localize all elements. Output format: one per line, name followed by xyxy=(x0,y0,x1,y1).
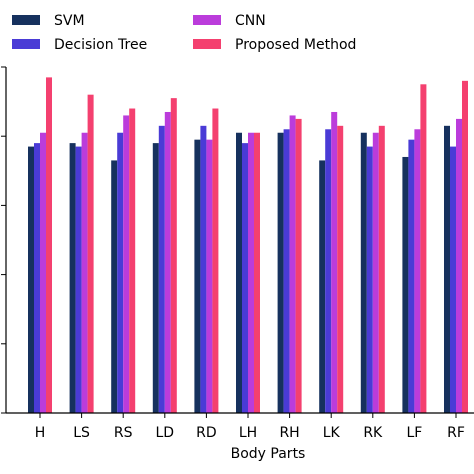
legend: SVM Decision Tree CNN Proposed Method xyxy=(12,13,356,53)
bar-rs-proposed-method xyxy=(129,108,136,414)
bar-rk-proposed-method xyxy=(378,125,385,413)
bar-rd-proposed-method xyxy=(212,108,219,414)
bar-ls-decision-tree xyxy=(75,146,82,413)
bar-ld-decision-tree xyxy=(158,125,165,413)
bar-lh-proposed-method xyxy=(254,132,260,414)
legend-label-cnn: CNN xyxy=(235,13,266,29)
bar-rf-svm xyxy=(444,125,450,413)
bar-rs-decision-tree xyxy=(117,132,124,414)
x-tick-label-rk: RK xyxy=(363,425,383,441)
x-tick-label-rs: RS xyxy=(114,425,133,441)
bar-rf-cnn xyxy=(456,118,462,414)
bar-lk-proposed-method xyxy=(337,125,344,413)
x-tick-label-ls: LS xyxy=(73,425,90,441)
axes xyxy=(5,67,474,414)
legend-label-proposed-method: Proposed Method xyxy=(235,37,356,53)
bar-rd-decision-tree xyxy=(200,125,207,413)
bar-ld-svm xyxy=(152,143,159,413)
x-tick-label-lf: LF xyxy=(406,425,422,441)
legend-swatch-svm xyxy=(12,15,40,25)
x-tick-label-rf: RF xyxy=(447,425,465,441)
bar-rk-decision-tree xyxy=(366,146,373,413)
x-tick-label-lh: LH xyxy=(239,425,257,441)
bar-lh-cnn xyxy=(248,132,254,414)
bar-rs-svm xyxy=(111,160,118,413)
bar-ld-proposed-method xyxy=(170,98,177,413)
bar-rd-cnn xyxy=(206,139,213,413)
x-tick-label-rd: RD xyxy=(196,425,217,441)
bar-ls-cnn xyxy=(81,132,88,414)
bar-ls-proposed-method xyxy=(87,94,94,414)
bar-lf-decision-tree xyxy=(408,139,415,413)
bar-ld-cnn xyxy=(164,111,171,413)
bar-lk-cnn xyxy=(331,111,338,413)
bar-rk-svm xyxy=(360,132,367,414)
bar-lh-decision-tree xyxy=(242,143,248,413)
x-tick-label-lk: LK xyxy=(323,425,341,441)
bar-h-svm xyxy=(28,146,34,413)
legend-label-decision-tree: Decision Tree xyxy=(54,37,147,53)
bars-group xyxy=(28,77,468,414)
bar-rh-cnn xyxy=(289,115,296,413)
bar-h-proposed-method xyxy=(46,77,52,413)
bar-rf-proposed-method xyxy=(462,80,468,413)
x-axis-label: Body Parts xyxy=(231,446,306,462)
y-ticks xyxy=(1,66,6,414)
bar-rh-svm xyxy=(277,132,284,414)
bar-lf-proposed-method xyxy=(420,84,427,414)
bar-h-cnn xyxy=(40,132,46,414)
bar-rh-proposed-method xyxy=(295,118,302,414)
bar-rh-decision-tree xyxy=(283,129,290,413)
bar-lk-svm xyxy=(319,160,326,413)
x-tick-label-rh: RH xyxy=(279,425,299,441)
bar-rd-svm xyxy=(194,139,201,413)
legend-swatch-cnn xyxy=(193,15,221,25)
bar-lh-svm xyxy=(236,132,242,414)
bar-lk-decision-tree xyxy=(325,129,332,413)
bar-h-decision-tree xyxy=(34,143,40,413)
bar-rf-decision-tree xyxy=(450,146,456,413)
bar-lf-svm xyxy=(402,156,409,413)
bar-lf-cnn xyxy=(414,129,421,413)
bar-rs-cnn xyxy=(123,115,130,413)
x-ticks: H LS RS LD RD LH RH LK RK LF RF xyxy=(35,413,465,441)
bar-ls-svm xyxy=(69,143,76,413)
legend-swatch-decision-tree xyxy=(12,39,40,49)
x-tick-label-ld: LD xyxy=(156,425,175,441)
legend-swatch-proposed-method xyxy=(193,39,221,49)
x-tick-label-h: H xyxy=(35,425,46,441)
bar-rk-cnn xyxy=(372,132,379,414)
legend-label-svm: SVM xyxy=(54,13,85,29)
